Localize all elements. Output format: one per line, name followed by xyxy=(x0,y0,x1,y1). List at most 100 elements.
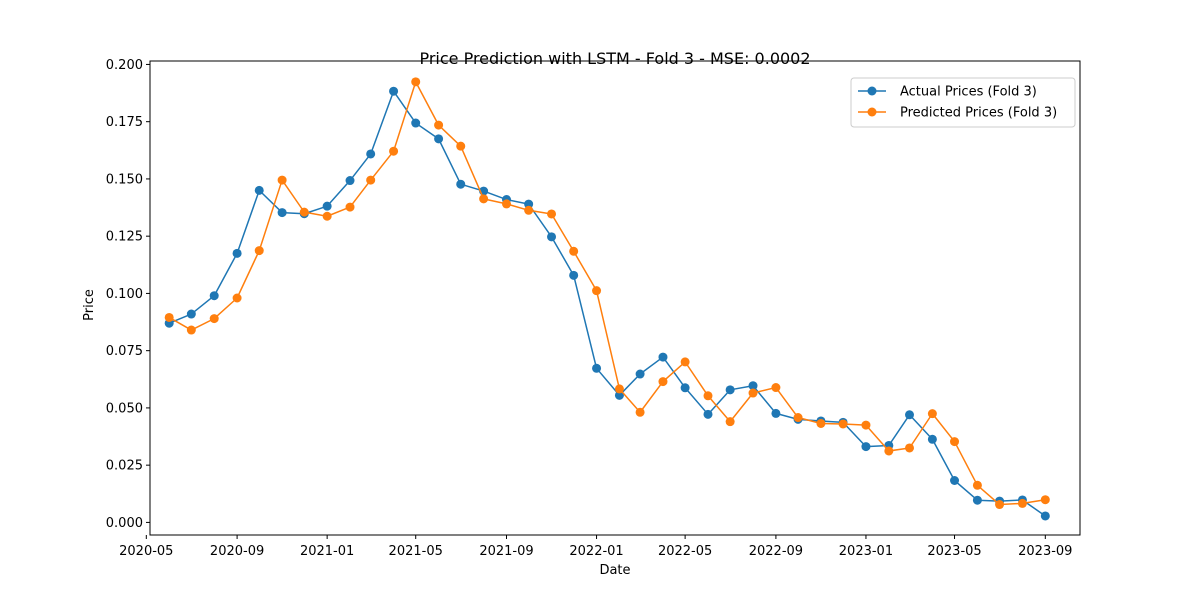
data-point xyxy=(456,141,466,151)
data-point xyxy=(680,383,690,393)
data-point xyxy=(614,384,624,394)
data-point xyxy=(366,175,376,185)
data-point xyxy=(232,248,242,258)
data-point xyxy=(479,194,489,204)
data-point xyxy=(502,199,511,209)
x-tick-label: 2021-05 xyxy=(389,544,443,559)
data-point xyxy=(884,446,894,456)
x-tick-label: 2021-09 xyxy=(479,544,533,559)
x-axis: 2020-05 2020-09 2021-01 2021-05 2021-09 2022-… xyxy=(119,535,1072,559)
data-point xyxy=(524,199,534,209)
data-point xyxy=(771,383,781,393)
x-tick-label: 2020-05 xyxy=(119,544,173,559)
data-point xyxy=(680,357,690,367)
axes-frame xyxy=(149,60,1081,536)
plot-area xyxy=(164,77,1050,521)
data-point xyxy=(186,309,196,319)
y-tick-label: 0.150 xyxy=(106,172,143,187)
data-point xyxy=(434,120,444,130)
legend: Actual Prices (Fold 3) Predicted Prices (… xyxy=(850,77,1076,128)
data-point xyxy=(635,407,645,417)
data-point xyxy=(703,409,713,419)
x-tick-label: 2021-01 xyxy=(300,544,354,559)
y-tick-label: 0.125 xyxy=(106,230,143,245)
data-point xyxy=(569,270,579,280)
data-point xyxy=(547,209,557,219)
legend-marker xyxy=(867,107,877,117)
data-point xyxy=(389,146,399,156)
data-point xyxy=(658,352,668,362)
y-axis-title: Price xyxy=(82,289,97,321)
data-point xyxy=(277,208,287,218)
y-tick-label: 0.025 xyxy=(106,459,143,474)
series-line xyxy=(168,81,1046,506)
y-tick-label: 0.100 xyxy=(106,287,143,302)
chart-title: Price Prediction with LSTM - Fold 3 - MS… xyxy=(419,49,810,68)
x-tick-label: 2022-09 xyxy=(749,544,803,559)
data-point xyxy=(277,175,287,185)
data-point xyxy=(927,434,937,444)
data-point xyxy=(725,417,735,427)
data-point xyxy=(861,420,871,430)
y-tick-label: 0.200 xyxy=(106,58,143,73)
data-point xyxy=(972,480,982,490)
data-point xyxy=(748,388,758,398)
y-axis: 0.000 0.025 0.050 0.075 0.100 0.125 0.150 0.175… xyxy=(106,58,150,531)
data-point xyxy=(748,381,758,391)
data-point xyxy=(411,77,421,87)
data-point xyxy=(861,442,871,452)
data-point xyxy=(456,179,466,189)
legend-label: Actual Prices (Fold 3) xyxy=(900,85,1037,100)
y-tick-label: 0.075 xyxy=(106,344,143,359)
data-point xyxy=(838,419,848,429)
series-line xyxy=(168,90,1046,517)
data-point xyxy=(366,149,376,159)
data-point xyxy=(1017,498,1027,508)
data-point xyxy=(186,325,196,335)
data-point xyxy=(972,495,982,505)
x-tick-label: 2023-01 xyxy=(839,544,893,559)
data-point xyxy=(635,369,645,379)
x-tick-label: 2022-05 xyxy=(658,544,712,559)
data-point xyxy=(1040,495,1050,505)
data-point xyxy=(658,377,668,387)
data-point xyxy=(725,385,735,395)
legend-marker xyxy=(867,86,877,96)
data-point xyxy=(995,500,1005,510)
data-point xyxy=(771,408,781,418)
data-point xyxy=(703,391,713,401)
data-point xyxy=(905,443,914,453)
y-tick-label: 0.000 xyxy=(106,516,143,531)
data-point xyxy=(569,246,579,256)
x-tick-label: 2020-09 xyxy=(210,544,264,559)
data-point xyxy=(299,207,309,217)
series-predicted xyxy=(164,77,1050,510)
data-point xyxy=(254,246,264,256)
x-tick-label: 2022-01 xyxy=(569,544,623,559)
data-point xyxy=(927,409,937,419)
data-point xyxy=(389,86,399,96)
data-point xyxy=(322,211,332,221)
data-point xyxy=(592,363,602,373)
data-point xyxy=(1040,511,1050,521)
y-tick-label: 0.175 xyxy=(106,115,143,130)
y-tick-label: 0.050 xyxy=(106,401,143,416)
legend-box xyxy=(850,77,1076,128)
data-point xyxy=(950,437,960,447)
data-point xyxy=(614,390,624,400)
data-point xyxy=(905,410,914,420)
data-point xyxy=(793,413,803,423)
data-point xyxy=(816,418,826,428)
data-point xyxy=(524,205,534,215)
data-point xyxy=(950,476,960,486)
x-tick-label: 2023-05 xyxy=(927,544,981,559)
data-point xyxy=(254,185,264,195)
data-point xyxy=(209,314,219,324)
data-point xyxy=(434,134,444,144)
data-point xyxy=(411,118,421,128)
data-point xyxy=(209,291,219,301)
legend-label: Predicted Prices (Fold 3) xyxy=(900,106,1057,121)
data-point xyxy=(547,232,557,242)
x-tick-label: 2023-09 xyxy=(1018,544,1072,559)
